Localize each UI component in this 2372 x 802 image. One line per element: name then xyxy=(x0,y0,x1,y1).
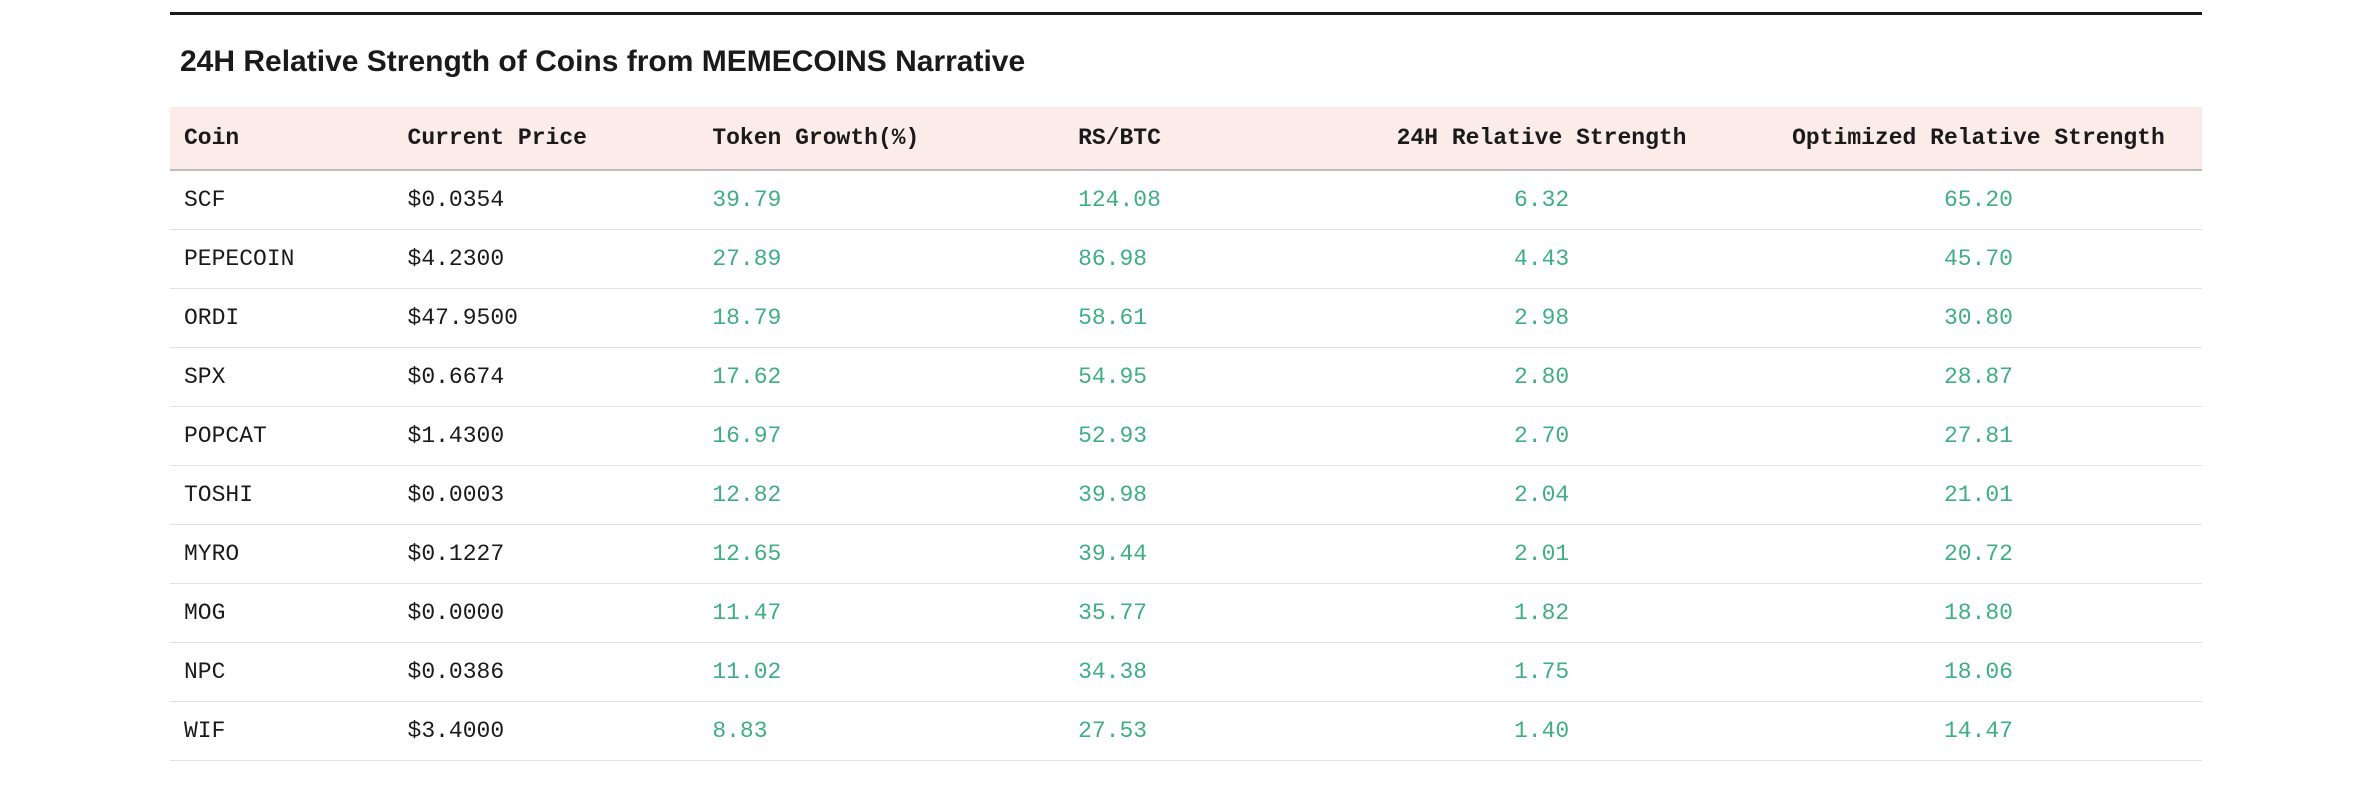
cell-rs-btc: 124.08 xyxy=(1064,170,1328,230)
cell-growth: 11.02 xyxy=(698,643,1064,702)
cell-rs-btc: 58.61 xyxy=(1064,289,1328,348)
col-rs-24h[interactable]: 24H Relative Strength xyxy=(1328,107,1755,170)
table-row[interactable]: MYRO$0.122712.6539.442.0120.72 xyxy=(170,525,2202,584)
col-price[interactable]: Current Price xyxy=(394,107,699,170)
cell-coin: MYRO xyxy=(170,525,394,584)
cell-coin: WIF xyxy=(170,702,394,761)
table-row[interactable]: SCF$0.035439.79124.086.3265.20 xyxy=(170,170,2202,230)
cell-price: $47.9500 xyxy=(394,289,699,348)
cell-rs-opt: 65.20 xyxy=(1755,170,2202,230)
page-root: 24H Relative Strength of Coins from MEME… xyxy=(0,12,2372,761)
cell-price: $0.0386 xyxy=(394,643,699,702)
cell-rs-btc: 86.98 xyxy=(1064,230,1328,289)
cell-coin: NPC xyxy=(170,643,394,702)
cell-price: $1.4300 xyxy=(394,407,699,466)
cell-rs-opt: 30.80 xyxy=(1755,289,2202,348)
cell-rs-btc: 54.95 xyxy=(1064,348,1328,407)
cell-growth: 18.79 xyxy=(698,289,1064,348)
cell-rs-24h: 4.43 xyxy=(1328,230,1755,289)
cell-rs-24h: 2.04 xyxy=(1328,466,1755,525)
cell-price: $0.0000 xyxy=(394,584,699,643)
cell-rs-btc: 39.98 xyxy=(1064,466,1328,525)
cell-growth: 16.97 xyxy=(698,407,1064,466)
cell-coin: POPCAT xyxy=(170,407,394,466)
col-coin[interactable]: Coin xyxy=(170,107,394,170)
cell-rs-opt: 21.01 xyxy=(1755,466,2202,525)
cell-rs-opt: 14.47 xyxy=(1755,702,2202,761)
cell-rs-24h: 2.80 xyxy=(1328,348,1755,407)
cell-rs-opt: 27.81 xyxy=(1755,407,2202,466)
cell-rs-btc: 39.44 xyxy=(1064,525,1328,584)
cell-growth: 11.47 xyxy=(698,584,1064,643)
cell-rs-btc: 52.93 xyxy=(1064,407,1328,466)
header-row: Coin Current Price Token Growth(%) RS/BT… xyxy=(170,107,2202,170)
cell-rs-24h: 1.82 xyxy=(1328,584,1755,643)
cell-rs-btc: 27.53 xyxy=(1064,702,1328,761)
cell-coin: ORDI xyxy=(170,289,394,348)
cell-growth: 12.82 xyxy=(698,466,1064,525)
cell-rs-opt: 18.06 xyxy=(1755,643,2202,702)
cell-growth: 17.62 xyxy=(698,348,1064,407)
cell-price: $4.2300 xyxy=(394,230,699,289)
cell-growth: 12.65 xyxy=(698,525,1064,584)
table-row[interactable]: WIF$3.40008.8327.531.4014.47 xyxy=(170,702,2202,761)
cell-coin: MOG xyxy=(170,584,394,643)
table-header: Coin Current Price Token Growth(%) RS/BT… xyxy=(170,107,2202,170)
cell-growth: 39.79 xyxy=(698,170,1064,230)
cell-rs-opt: 18.80 xyxy=(1755,584,2202,643)
page-title: 24H Relative Strength of Coins from MEME… xyxy=(180,45,2202,79)
rs-table: Coin Current Price Token Growth(%) RS/BT… xyxy=(170,107,2202,761)
table-row[interactable]: PEPECOIN$4.230027.8986.984.4345.70 xyxy=(170,230,2202,289)
cell-price: $0.0354 xyxy=(394,170,699,230)
col-rs-opt[interactable]: Optimized Relative Strength xyxy=(1755,107,2202,170)
cell-price: $0.6674 xyxy=(394,348,699,407)
cell-rs-24h: 6.32 xyxy=(1328,170,1755,230)
cell-coin: SPX xyxy=(170,348,394,407)
cell-rs-opt: 45.70 xyxy=(1755,230,2202,289)
cell-rs-opt: 20.72 xyxy=(1755,525,2202,584)
table-row[interactable]: TOSHI$0.000312.8239.982.0421.01 xyxy=(170,466,2202,525)
cell-rs-opt: 28.87 xyxy=(1755,348,2202,407)
cell-coin: PEPECOIN xyxy=(170,230,394,289)
cell-rs-btc: 34.38 xyxy=(1064,643,1328,702)
cell-growth: 27.89 xyxy=(698,230,1064,289)
cell-rs-24h: 2.70 xyxy=(1328,407,1755,466)
cell-rs-24h: 1.40 xyxy=(1328,702,1755,761)
top-divider xyxy=(170,12,2202,15)
col-growth[interactable]: Token Growth(%) xyxy=(698,107,1064,170)
table-body: SCF$0.035439.79124.086.3265.20PEPECOIN$4… xyxy=(170,170,2202,761)
cell-coin: SCF xyxy=(170,170,394,230)
cell-rs-24h: 2.98 xyxy=(1328,289,1755,348)
cell-rs-24h: 1.75 xyxy=(1328,643,1755,702)
cell-growth: 8.83 xyxy=(698,702,1064,761)
col-rs-btc[interactable]: RS/BTC xyxy=(1064,107,1328,170)
cell-rs-24h: 2.01 xyxy=(1328,525,1755,584)
cell-rs-btc: 35.77 xyxy=(1064,584,1328,643)
table-row[interactable]: ORDI$47.950018.7958.612.9830.80 xyxy=(170,289,2202,348)
content-area: 24H Relative Strength of Coins from MEME… xyxy=(170,45,2202,761)
table-row[interactable]: POPCAT$1.430016.9752.932.7027.81 xyxy=(170,407,2202,466)
table-row[interactable]: NPC$0.038611.0234.381.7518.06 xyxy=(170,643,2202,702)
cell-price: $3.4000 xyxy=(394,702,699,761)
table-row[interactable]: SPX$0.667417.6254.952.8028.87 xyxy=(170,348,2202,407)
cell-coin: TOSHI xyxy=(170,466,394,525)
table-row[interactable]: MOG$0.000011.4735.771.8218.80 xyxy=(170,584,2202,643)
cell-price: $0.0003 xyxy=(394,466,699,525)
cell-price: $0.1227 xyxy=(394,525,699,584)
